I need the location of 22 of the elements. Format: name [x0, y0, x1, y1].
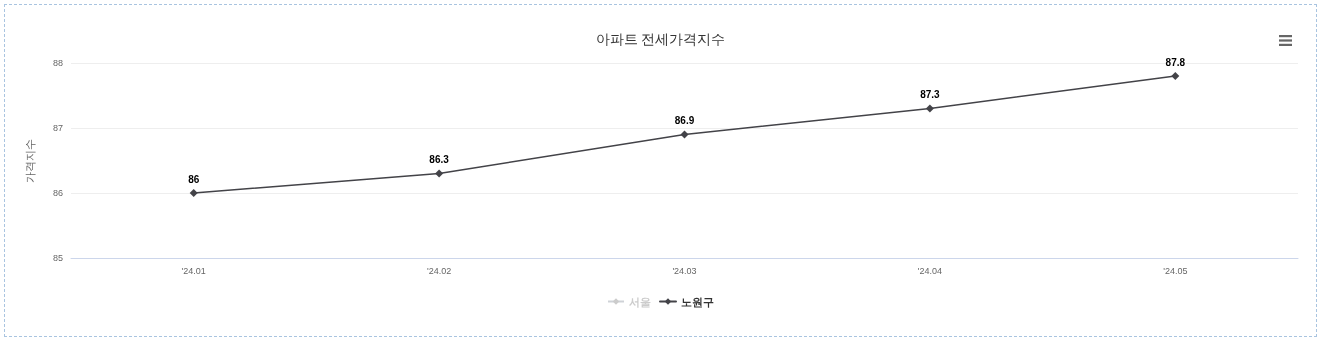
point	[1171, 72, 1180, 80]
point	[925, 104, 934, 113]
y-axis-title: 가격지수	[23, 138, 36, 183]
chart-title: 아파트 전세가격지수	[595, 31, 726, 47]
data-label: 87.3	[920, 89, 941, 100]
x-tick-label: '24.03	[672, 265, 697, 276]
y-tick-label: 86	[52, 188, 63, 198]
point	[435, 169, 444, 178]
y-tick-label: 85	[52, 253, 63, 263]
legend-label: 노원구	[681, 295, 714, 308]
y-tick-label: 87	[52, 123, 63, 133]
x-tick-label: '24.04	[917, 265, 943, 276]
point	[189, 189, 198, 197]
data-label: 86	[188, 173, 200, 185]
data-label: 87.8	[1165, 56, 1186, 68]
x-tick-label: '24.02	[426, 265, 452, 276]
point	[680, 130, 689, 139]
data-label: 86.3	[429, 154, 450, 165]
x-tick-label: '24.05	[1163, 265, 1188, 276]
x-tick-label: '24.01	[181, 265, 206, 276]
y-tick-label: 88	[52, 58, 63, 68]
data-label: 86.9	[674, 115, 695, 126]
